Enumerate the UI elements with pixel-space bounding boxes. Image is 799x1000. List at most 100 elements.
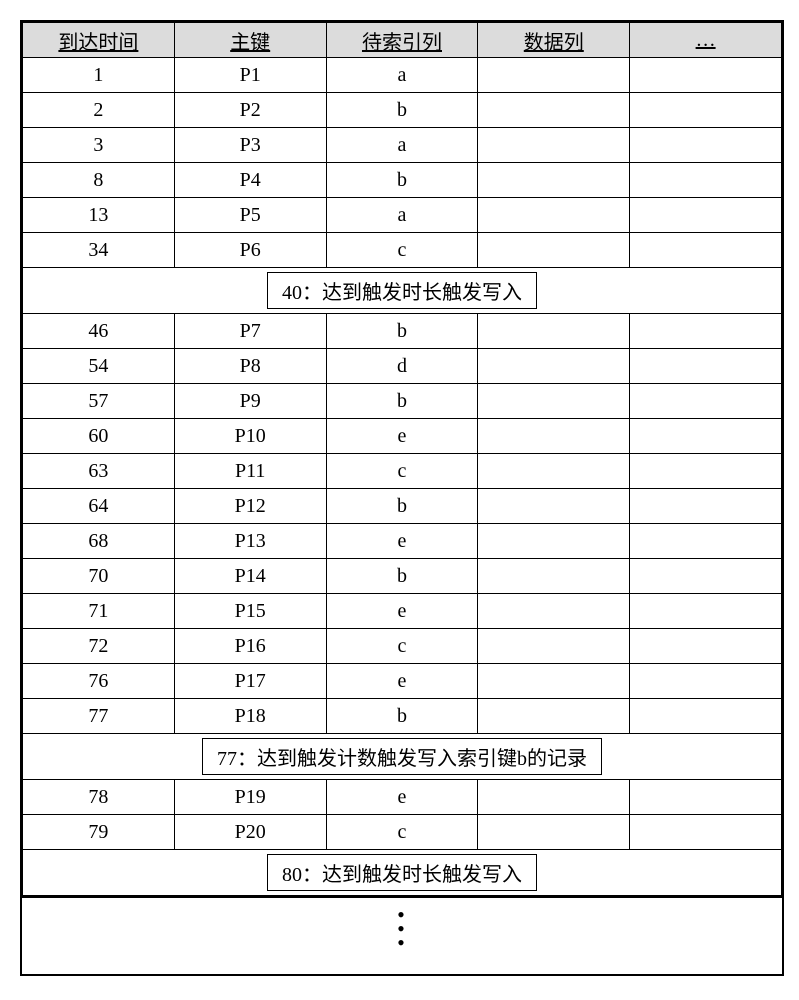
table-cell [478,664,630,699]
table-cell [478,559,630,594]
table-cell [630,58,782,93]
table-cell: P20 [174,815,326,850]
table-cell: 13 [23,198,175,233]
separator-label: 80：达到触发时长触发写入 [267,854,537,891]
separator-row: 80：达到触发时长触发写入 [23,850,782,896]
table-cell: c [326,815,478,850]
table-header: 到达时间 主键 待索引列 数据列 … [23,23,782,58]
table-cell [478,629,630,664]
table-cell: P15 [174,594,326,629]
table-cell: P7 [174,314,326,349]
table-cell: P17 [174,664,326,699]
table-row: 63P11c [23,454,782,489]
table-cell: 54 [23,349,175,384]
separator-label: 77：达到触发计数触发写入索引键b的记录 [202,738,602,775]
table-body: 1P1a2P2b3P3a8P4b13P5a34P6c40：达到触发时长触发写入4… [23,58,782,896]
table-cell [630,489,782,524]
table-cell [630,780,782,815]
table-cell [630,664,782,699]
table-row: 70P14b [23,559,782,594]
table-row: 77P18b [23,699,782,734]
table-cell: a [326,58,478,93]
table-cell: P1 [174,58,326,93]
table-row: 1P1a [23,58,782,93]
table-cell: 57 [23,384,175,419]
table-cell: 68 [23,524,175,559]
table-cell: b [326,699,478,734]
table-cell [630,198,782,233]
table-cell: b [326,93,478,128]
table-cell: P2 [174,93,326,128]
table-cell: e [326,594,478,629]
table-cell: 64 [23,489,175,524]
table-cell: e [326,524,478,559]
table-row: 3P3a [23,128,782,163]
table-cell: P16 [174,629,326,664]
table-row: 8P4b [23,163,782,198]
table-cell: b [326,489,478,524]
table-cell: c [326,629,478,664]
table-cell: 76 [23,664,175,699]
table-cell: e [326,419,478,454]
table-cell [478,780,630,815]
table-cell [478,128,630,163]
data-table: 到达时间 主键 待索引列 数据列 … 1P1a2P2b3P3a8P4b13P5a… [22,22,782,896]
table-cell [630,559,782,594]
table-row: 78P19e [23,780,782,815]
table-cell [478,314,630,349]
table-cell: 71 [23,594,175,629]
table-cell: e [326,780,478,815]
table-cell: 46 [23,314,175,349]
table-cell [478,699,630,734]
table-cell: d [326,349,478,384]
table-row: 57P9b [23,384,782,419]
table-cell: P8 [174,349,326,384]
table-cell [478,349,630,384]
table-cell: 8 [23,163,175,198]
table-cell [478,163,630,198]
table-cell: b [326,163,478,198]
table-cell: 34 [23,233,175,268]
col-index-pending: 待索引列 [326,23,478,58]
table-cell: P3 [174,128,326,163]
table-cell: P12 [174,489,326,524]
table-cell: 3 [23,128,175,163]
data-table-container: 到达时间 主键 待索引列 数据列 … 1P1a2P2b3P3a8P4b13P5a… [20,20,784,976]
table-cell: P11 [174,454,326,489]
table-cell [630,454,782,489]
table-cell [478,594,630,629]
table-cell [478,454,630,489]
ellipsis-icon: ••• [22,896,782,974]
table-row: 68P13e [23,524,782,559]
table-cell [630,699,782,734]
table-cell [478,524,630,559]
table-cell: 70 [23,559,175,594]
table-cell [478,815,630,850]
table-cell [630,594,782,629]
table-cell: c [326,454,478,489]
col-arrival-time: 到达时间 [23,23,175,58]
table-cell: 1 [23,58,175,93]
table-cell: 78 [23,780,175,815]
table-cell: 72 [23,629,175,664]
table-cell: 63 [23,454,175,489]
table-cell [630,384,782,419]
table-cell [630,629,782,664]
table-cell: 77 [23,699,175,734]
col-data: 数据列 [478,23,630,58]
col-primary-key: 主键 [174,23,326,58]
table-row: 72P16c [23,629,782,664]
separator-row: 77：达到触发计数触发写入索引键b的记录 [23,734,782,780]
table-cell: P14 [174,559,326,594]
table-cell [478,384,630,419]
table-cell: 79 [23,815,175,850]
table-cell: 60 [23,419,175,454]
table-cell: b [326,314,478,349]
table-cell [478,419,630,454]
table-cell [630,815,782,850]
table-cell: b [326,559,478,594]
table-cell [630,314,782,349]
table-cell: P13 [174,524,326,559]
table-cell: a [326,198,478,233]
table-cell [630,233,782,268]
